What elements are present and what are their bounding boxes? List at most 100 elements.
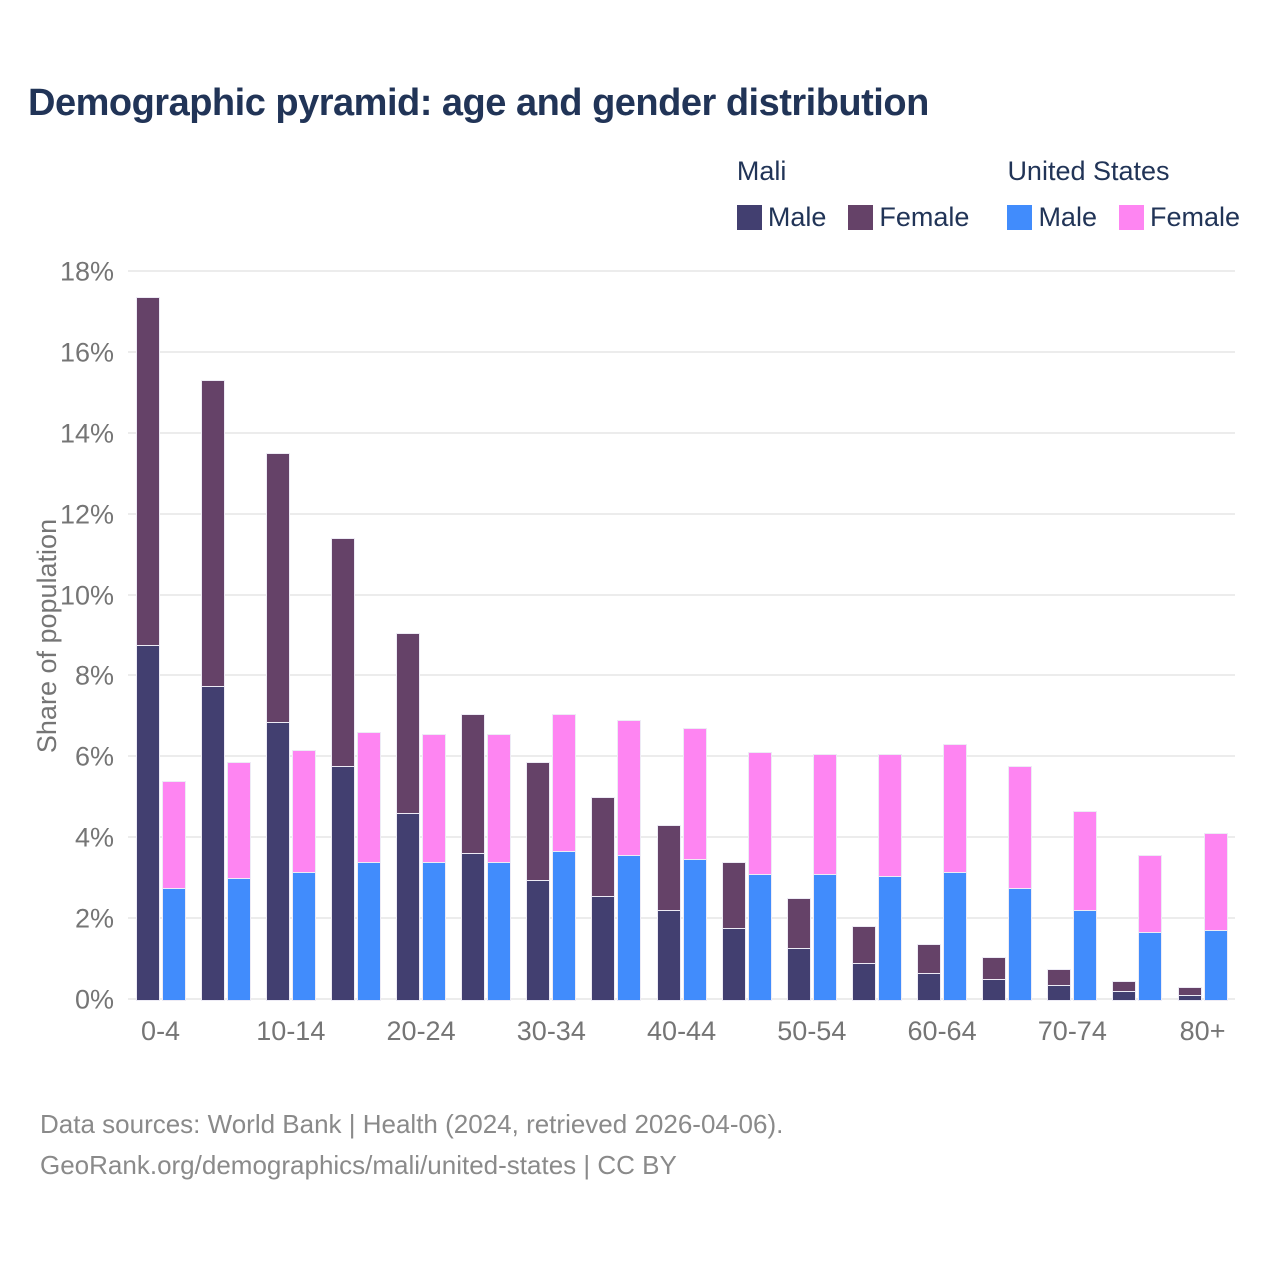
united-states-female-segment — [357, 733, 380, 863]
us-bar — [488, 272, 511, 1000]
mali-bar — [657, 272, 680, 1000]
bar-group-55-59 — [844, 272, 909, 1000]
mali-female-swatch — [848, 205, 874, 230]
united-states-male-segment — [813, 874, 836, 1000]
bar-group-25-29 — [454, 272, 519, 1000]
us-bar — [878, 272, 901, 1000]
united-states-female-segment — [553, 714, 576, 853]
x-tick-label: 0-4 — [141, 1016, 181, 1046]
mali-male-segment — [136, 646, 159, 1000]
mali-female-segment — [462, 714, 485, 855]
bars-layer: 0-4 10-14 20-24 30-34 40-44 50-54 60-64 70-74 80… — [128, 272, 1235, 1046]
mali-bar — [527, 272, 550, 1000]
united-states-female-segment — [423, 735, 446, 863]
legend: Mali Male Female United States Male Fema… — [736, 156, 1240, 233]
bar-group-45-49 — [714, 272, 779, 1000]
x-tick-label: 50-54 — [777, 1016, 847, 1046]
footer-source-line: Data sources: World Bank | Health (2024,… — [40, 1109, 784, 1139]
gridline — [128, 674, 1235, 677]
us-bar — [1074, 272, 1097, 1000]
mali-bar — [331, 272, 354, 1000]
legend-item-label: Female — [879, 202, 970, 232]
mali-female-segment — [1178, 987, 1201, 996]
y-tick-label: 2% — [74, 903, 114, 934]
legend-item-label: Female — [1149, 202, 1240, 232]
mali-bar — [722, 272, 745, 1000]
united-states-male-segment — [292, 872, 315, 1000]
us-bar — [1009, 272, 1032, 1000]
united-states-male-segment — [944, 872, 967, 1000]
us-bar — [683, 272, 706, 1000]
gridline — [128, 998, 1235, 1000]
united-states-female-segment — [227, 763, 250, 879]
mali-male-segment — [918, 973, 941, 1000]
mali-male-segment — [983, 979, 1006, 1000]
mali-bar — [1113, 272, 1136, 1000]
us-bar — [1204, 272, 1227, 1000]
footer-attribution-line: GeoRank.org/demographics/mali/united-sta… — [40, 1150, 677, 1180]
bar-group-10-14: 10-14 — [256, 272, 325, 1046]
y-tick-label: 14% — [59, 418, 114, 449]
y-tick-label: 18% — [59, 256, 114, 287]
mali-bar — [1048, 272, 1071, 1000]
mali-male-segment — [397, 813, 420, 1000]
united-states-female-segment — [748, 753, 771, 875]
us-bar — [423, 272, 446, 1000]
mali-bar — [1178, 272, 1201, 1000]
bar-group-5-9 — [193, 272, 258, 1000]
legend-group-united-states: United States Male Female — [1007, 156, 1240, 233]
united-states-female-segment — [813, 755, 836, 875]
y-tick-label: 0% — [74, 984, 114, 1015]
legend-item-label: Male — [767, 202, 827, 232]
mali-male-segment — [1048, 985, 1071, 1000]
us-male-swatch — [1007, 205, 1033, 230]
bar-group-80+: 80+ — [1170, 272, 1235, 1046]
gridline — [128, 836, 1235, 839]
legend-item-mali-female: Female — [848, 202, 969, 233]
united-states-female-segment — [1204, 834, 1227, 932]
united-states-male-segment — [1074, 911, 1097, 1000]
united-states-male-segment — [357, 862, 380, 1000]
mali-male-segment — [266, 722, 289, 1000]
mali-male-segment — [592, 896, 615, 1000]
mali-male-segment — [201, 686, 224, 1000]
united-states-female-segment — [944, 745, 967, 873]
mali-male-segment — [1178, 995, 1201, 1000]
legend-item-us-female: Female — [1118, 202, 1240, 233]
united-states-female-segment — [162, 781, 185, 889]
mali-male-segment — [722, 929, 745, 1000]
gridline — [128, 512, 1235, 515]
bar-group-75-79 — [1105, 272, 1170, 1000]
united-states-male-segment — [553, 852, 576, 1000]
legend-item-label: Male — [1038, 202, 1097, 232]
mali-bar — [397, 272, 420, 1000]
bar-group-15-19 — [323, 272, 388, 1000]
mali-female-segment — [1048, 969, 1071, 986]
bar-group-20-24: 20-24 — [387, 272, 456, 1046]
mali-male-segment — [852, 963, 875, 1000]
united-states-male-segment — [683, 860, 706, 1000]
us-bar — [357, 272, 380, 1000]
mali-female-segment — [527, 763, 550, 881]
us-bar — [292, 272, 315, 1000]
y-tick-label: 10% — [59, 580, 114, 611]
mali-bar — [787, 272, 810, 1000]
mali-male-segment — [527, 880, 550, 1000]
us-bar — [618, 272, 641, 1000]
united-states-female-segment — [488, 735, 511, 863]
united-states-male-segment — [618, 856, 641, 1000]
mali-female-segment — [136, 298, 159, 647]
united-states-female-segment — [618, 720, 641, 857]
united-states-male-segment — [1139, 933, 1162, 1000]
mali-bar — [918, 272, 941, 1000]
mali-bar — [266, 272, 289, 1000]
gridline — [128, 755, 1235, 758]
x-tick-label: 10-14 — [256, 1016, 326, 1046]
x-tick-label: 80+ — [1179, 1016, 1226, 1046]
mali-male-segment — [331, 767, 354, 1000]
x-tick-label: 30-34 — [516, 1016, 586, 1046]
footer: Data sources: World Bank | Health (2024,… — [40, 1104, 783, 1186]
united-states-male-segment — [423, 862, 446, 1000]
x-tick-label: 40-44 — [647, 1016, 717, 1046]
bar-group-70-74: 70-74 — [1038, 272, 1107, 1046]
